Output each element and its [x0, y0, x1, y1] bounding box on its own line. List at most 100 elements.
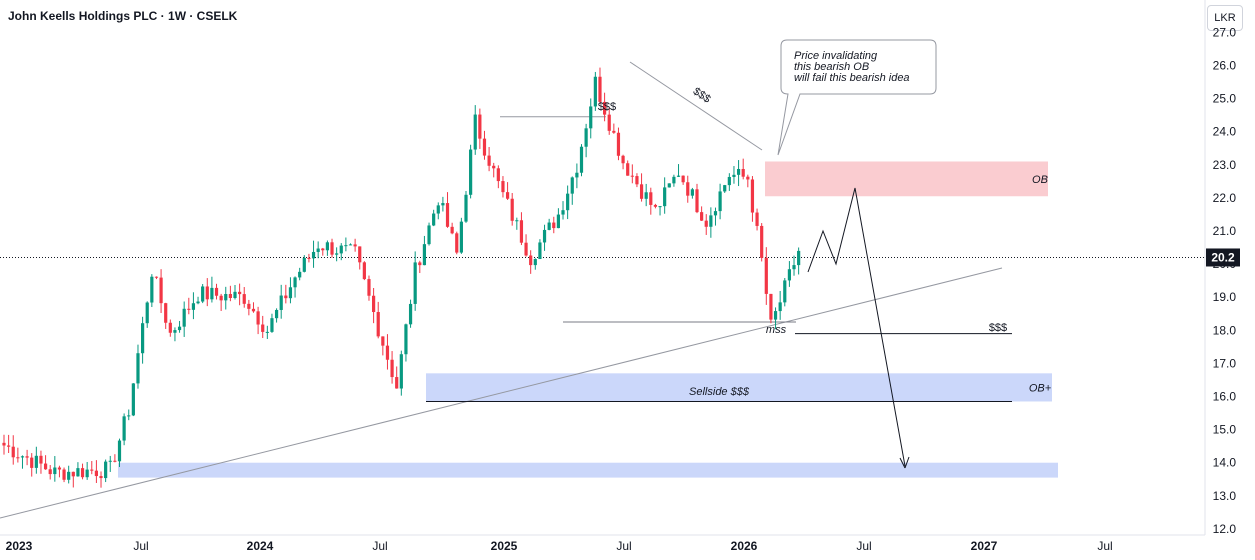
descending-liquidity-label: $$$ — [691, 85, 713, 105]
candle-body — [311, 251, 316, 259]
candle — [367, 275, 371, 301]
candle-body — [741, 168, 745, 177]
candle — [330, 238, 334, 258]
candle — [501, 176, 505, 198]
candle-body — [80, 468, 85, 478]
candle-body — [607, 114, 611, 131]
candle — [256, 306, 260, 335]
candle — [653, 203, 658, 209]
price-tick-label: 27.0 — [1213, 25, 1237, 39]
candle — [644, 183, 648, 207]
candle — [432, 209, 436, 227]
candle — [251, 302, 256, 313]
candle-body — [450, 226, 454, 234]
price-tick-label: 14.0 — [1213, 456, 1237, 470]
price-tick-label: 25.0 — [1213, 92, 1237, 106]
candle-body — [552, 222, 556, 229]
sellside-liquidity-label: $$$ — [989, 322, 1007, 334]
candle-body — [39, 455, 43, 464]
candle-body — [561, 210, 565, 215]
candle-body — [736, 168, 741, 175]
candle — [90, 461, 94, 475]
candle-body — [191, 303, 196, 310]
price-axis[interactable]: 27.026.025.024.023.022.021.020.019.018.0… — [1206, 25, 1240, 536]
candle — [48, 465, 52, 480]
candle-body — [529, 255, 533, 266]
candle-body — [538, 242, 542, 260]
candle-body — [432, 213, 436, 226]
candle — [358, 246, 362, 270]
candle-body — [727, 176, 731, 186]
candle — [344, 237, 348, 252]
candle — [695, 183, 699, 214]
time-tick-label: 2025 — [491, 539, 518, 553]
candle — [233, 285, 237, 300]
candle — [459, 217, 463, 254]
time-tick-label: 2027 — [971, 539, 998, 553]
candle — [279, 284, 283, 319]
current-price-badge: 20.2 — [1206, 248, 1240, 267]
candle — [311, 240, 316, 268]
candle-body — [20, 456, 25, 458]
candle-body — [53, 467, 57, 475]
candle — [575, 163, 579, 189]
price-tick-label: 18.0 — [1213, 323, 1237, 337]
candle-body — [723, 185, 727, 192]
candle-body — [367, 279, 371, 296]
candle-body — [228, 294, 232, 298]
candle — [603, 92, 607, 122]
candle-body — [635, 176, 639, 185]
bearish-ob-zone — [765, 161, 1048, 197]
candle — [769, 293, 773, 324]
candle-body — [422, 244, 427, 266]
candle-body — [441, 203, 445, 206]
candle — [20, 455, 25, 469]
candle-body — [307, 257, 311, 259]
zones-layer: OB OB+ — [118, 161, 1058, 478]
candle-body — [293, 277, 297, 288]
candle — [672, 174, 676, 187]
candle-body — [321, 248, 325, 251]
candle — [612, 123, 616, 134]
candle-body — [76, 468, 80, 477]
candle — [284, 284, 288, 304]
time-axis[interactable]: 2023 Jul 2024 Jul 2025 Jul 2026 Jul 2027 Jul — [6, 539, 1113, 553]
candle — [496, 165, 500, 189]
candle — [122, 413, 126, 446]
chart-title: John Keells Holdings PLC · 1W · CSELK — [8, 9, 238, 23]
currency-button[interactable]: LKR — [1207, 5, 1243, 31]
candle — [113, 454, 117, 463]
candle — [427, 222, 431, 246]
candle-body — [695, 189, 699, 213]
candle-body — [676, 175, 681, 177]
price-tick-label: 16.0 — [1213, 390, 1237, 404]
candle — [16, 447, 20, 463]
time-tick-label: Jul — [372, 539, 387, 553]
candle-body — [57, 467, 62, 470]
candle — [298, 267, 302, 281]
candle-body — [700, 212, 704, 221]
price-tick-label: 15.0 — [1213, 423, 1237, 437]
candle-body — [667, 183, 671, 188]
candle — [177, 320, 182, 333]
price-tick-label: 12.0 — [1213, 522, 1237, 536]
candle — [510, 192, 514, 226]
candle — [626, 160, 630, 176]
ob-label: OB — [1032, 174, 1048, 186]
trendline — [0, 267, 1003, 519]
candle — [390, 351, 394, 384]
candle-body — [362, 262, 366, 280]
candle — [469, 144, 473, 199]
candle — [62, 467, 66, 483]
callout-line: will fail this bearish idea — [794, 72, 910, 84]
candle-body — [316, 248, 320, 252]
candle — [164, 302, 168, 329]
candle-body — [30, 457, 34, 468]
candle-body — [256, 311, 260, 325]
candle — [385, 334, 390, 370]
candle — [76, 462, 80, 477]
candle-body — [639, 184, 644, 199]
candle — [635, 173, 639, 188]
candle — [325, 240, 329, 256]
